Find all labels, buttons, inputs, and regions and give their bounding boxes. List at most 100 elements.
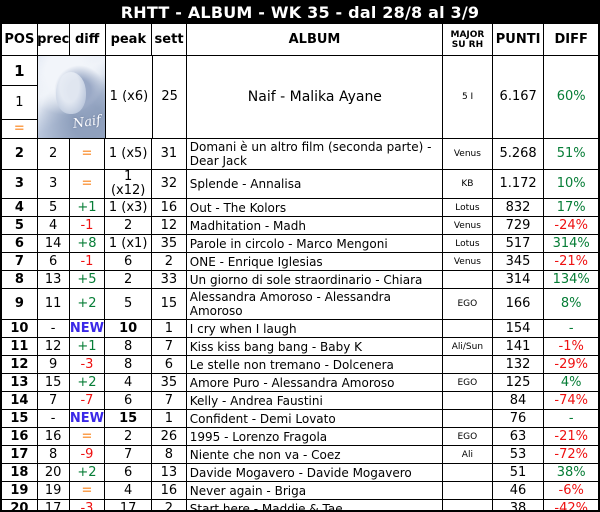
column-header-label: ALBUM xyxy=(288,31,341,47)
diff-cell: -3 xyxy=(70,356,106,373)
punti-cell: 38 xyxy=(493,500,545,510)
column-header-label: peak xyxy=(110,31,147,47)
punti-cell: 125 xyxy=(493,374,545,391)
pos-cell: 6 xyxy=(2,235,38,252)
prec-cell: 17 xyxy=(38,500,70,510)
cover-script-text: Naif xyxy=(72,113,102,132)
sett-cell: 2 xyxy=(152,500,187,510)
major-label-cell xyxy=(443,464,493,481)
chart-row: 15- NEW 15 1 Confident - Demi Lovato 76- xyxy=(2,410,598,428)
pos-cell: 10 xyxy=(2,320,38,337)
prec-cell: 20 xyxy=(38,464,70,481)
chart-row: 6 14 +8 1 (x1) 35 Parole in circolo - Marco M… xyxy=(2,235,598,253)
column-header-label: PUNTI xyxy=(495,31,541,47)
column-header-label: DIFF xyxy=(554,31,588,47)
album-title-cell: Out - The Kolors xyxy=(187,199,444,216)
pos-cell: 19 xyxy=(2,482,38,499)
album-cover-image: Naif xyxy=(37,56,107,138)
major-label-cell: Ali/Sun xyxy=(443,338,493,355)
major-label-cell xyxy=(443,320,493,337)
sett-cell: 7 xyxy=(152,338,187,355)
punti-cell: 166 xyxy=(493,289,545,319)
prec-cell: 3 xyxy=(38,170,70,198)
diff-percent-cell: -42% xyxy=(554,500,588,512)
column-header-label: diff xyxy=(74,31,100,47)
diff-percent-cell: 134% xyxy=(552,271,590,287)
column-header-label: SU RH xyxy=(451,39,484,50)
peak-cell: 10 xyxy=(105,320,152,337)
sett-cell: 2 xyxy=(152,253,187,270)
diff-percent-cell: 51% xyxy=(556,146,586,161)
diff-cell: -7 xyxy=(70,392,106,409)
sett-cell: 7 xyxy=(152,392,187,409)
chart-row: 13 15 +2 4 35 Amore Puro - Alessandra Amoroso… xyxy=(2,374,598,392)
prec-cell: 1 xyxy=(2,86,37,120)
diff-percent-cell: -21% xyxy=(554,253,588,269)
prec-cell: 15 xyxy=(38,374,70,391)
pos-cell: 2 xyxy=(2,139,38,169)
prec-cell: 9 xyxy=(38,356,70,373)
prec-cell: 14 xyxy=(38,235,70,252)
chart-row: 5 4 -1 2 12 Madhitation - Madh Venus 729 -24% xyxy=(2,217,598,235)
diff-cell: +8 xyxy=(70,235,106,252)
prec-cell: 7 xyxy=(38,392,70,409)
major-label-cell xyxy=(443,500,493,510)
diff-cell: = xyxy=(70,170,106,198)
diff-cell: +5 xyxy=(70,271,106,288)
major-label-cell: EGO xyxy=(443,289,493,319)
diff-percent-cell: 17% xyxy=(556,199,586,215)
pos-cell: 15 xyxy=(2,410,38,427)
album-title-cell: Madhitation - Madh xyxy=(187,217,444,234)
sett-cell: 1 xyxy=(152,410,187,427)
pos-cell: 12 xyxy=(2,356,38,373)
diff-cell: NEW xyxy=(69,320,106,337)
diff-cell: +2 xyxy=(70,374,106,391)
prec-cell: 13 xyxy=(38,271,70,288)
punti-cell: 51 xyxy=(493,464,545,481)
column-header-pct: DIFF xyxy=(544,24,598,55)
chart-row: 9 11 +2 5 15 Alessandra Amoroso - Alessandra … xyxy=(2,289,598,320)
chart-row: 14 7 -7 6 7 Kelly - Andrea Faustini 84 -74% xyxy=(2,392,598,410)
prec-cell: 2 xyxy=(38,139,70,169)
column-header-major: MAJOR SU RH xyxy=(443,24,493,55)
diff-percent-cell: -72% xyxy=(554,446,588,462)
punti-cell: 345 xyxy=(493,253,545,270)
major-label-cell: 5 I xyxy=(443,56,493,138)
pos-prec-diff-stack: 1 1 = xyxy=(2,56,38,138)
diff-percent-cell: -6% xyxy=(558,482,584,498)
major-label-cell: Ali xyxy=(443,446,493,463)
prec-cell: 5 xyxy=(38,199,70,216)
sett-cell: 6 xyxy=(152,356,187,373)
diff-percent-cell: - xyxy=(568,320,574,336)
prec-cell: - xyxy=(38,410,70,427)
album-title-cell: Parole in circolo - Marco Mengoni xyxy=(187,235,444,252)
prec-cell: 4 xyxy=(38,217,70,234)
punti-cell: 5.268 xyxy=(493,139,545,169)
column-header-label: MAJOR xyxy=(450,29,485,40)
album-title-cell: Never again - Briga xyxy=(187,482,444,499)
diff-percent-cell: -74% xyxy=(554,392,588,408)
peak-cell: 2 xyxy=(105,271,152,288)
sett-cell: 13 xyxy=(152,464,187,481)
punti-cell: 517 xyxy=(493,235,545,252)
album-title-cell: Splende - Annalisa xyxy=(187,170,444,198)
diff-cell: = xyxy=(13,121,25,136)
sett-cell: 35 xyxy=(152,374,187,391)
punti-cell: 132 xyxy=(493,356,545,373)
diff-cell: -1 xyxy=(70,217,106,234)
peak-cell: 1 (x5) xyxy=(105,139,152,169)
sett-cell: 26 xyxy=(152,428,187,445)
column-header-peak: peak xyxy=(106,24,153,55)
album-title-cell: Alessandra Amoroso - Alessandra Amoroso xyxy=(187,289,444,319)
major-label-cell xyxy=(443,356,493,373)
column-header-sett: sett xyxy=(152,24,187,55)
diff-percent-cell: 314% xyxy=(552,235,590,251)
sett-cell: 35 xyxy=(152,235,187,252)
major-label-cell: Venus xyxy=(443,217,493,234)
diff-cell: +1 xyxy=(70,199,106,216)
pos-cell: 17 xyxy=(2,446,38,463)
peak-cell: 1 (x12) xyxy=(105,170,152,198)
sett-cell: 31 xyxy=(152,139,187,169)
diff-cell: +2 xyxy=(70,464,106,481)
punti-cell: 141 xyxy=(493,338,545,355)
